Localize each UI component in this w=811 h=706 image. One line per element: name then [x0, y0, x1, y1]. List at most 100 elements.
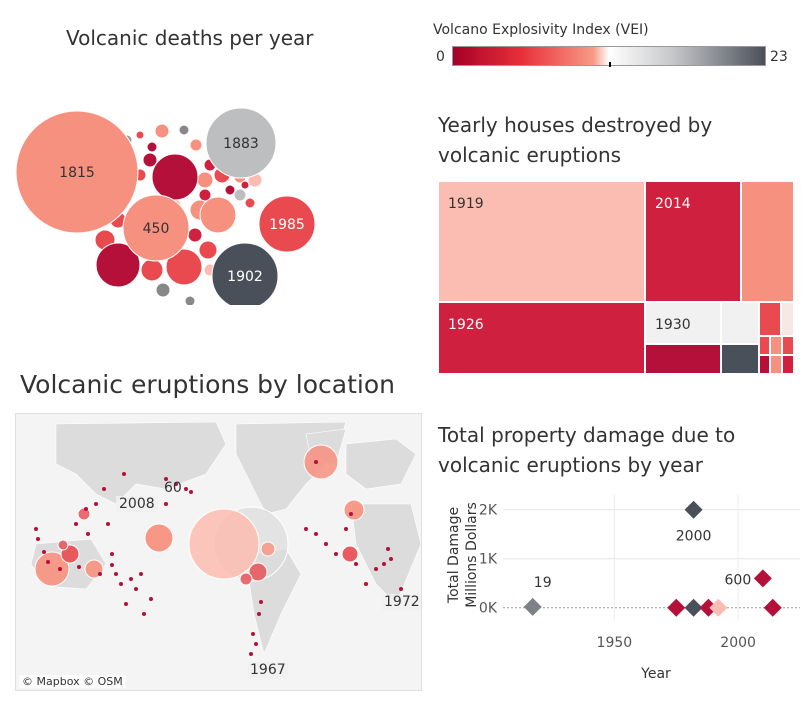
map-bubble[interactable] — [248, 562, 268, 582]
map-dot[interactable] — [251, 632, 255, 636]
map-dot[interactable] — [382, 562, 386, 566]
bubble[interactable] — [155, 282, 171, 298]
scatter-point[interactable] — [763, 598, 782, 617]
bubble[interactable] — [146, 141, 158, 153]
map-dot[interactable] — [124, 602, 128, 606]
treemap-cell[interactable] — [645, 344, 721, 374]
bubble-450[interactable] — [122, 194, 190, 262]
map-dot[interactable] — [314, 460, 318, 464]
bubble[interactable] — [135, 130, 145, 140]
map-dot[interactable] — [84, 507, 88, 511]
treemap-cell[interactable] — [759, 355, 770, 374]
bubble[interactable] — [95, 242, 141, 288]
map-dot[interactable] — [249, 652, 253, 656]
map-bubble[interactable] — [34, 551, 70, 587]
map-dot[interactable] — [122, 472, 126, 476]
bubble[interactable] — [140, 258, 164, 282]
scatter-point[interactable] — [667, 598, 686, 617]
map-dot[interactable] — [389, 557, 393, 561]
bubble-1815[interactable] — [15, 110, 139, 234]
map-dot[interactable] — [98, 572, 102, 576]
map-dot[interactable] — [259, 600, 263, 604]
map-dot[interactable] — [77, 565, 81, 569]
map-dot[interactable] — [354, 562, 358, 566]
map-dot[interactable] — [110, 552, 114, 556]
bubble[interactable] — [165, 248, 203, 286]
map-dot[interactable] — [36, 537, 40, 541]
treemap-cell[interactable] — [782, 355, 794, 374]
map-dot[interactable] — [174, 482, 178, 486]
map-dot[interactable] — [139, 572, 143, 576]
map-dot[interactable] — [374, 567, 378, 571]
map-dot[interactable] — [119, 582, 123, 586]
map-dot[interactable] — [94, 502, 98, 506]
scatter-point[interactable] — [709, 598, 728, 617]
treemap-cell[interactable]: 2014 — [645, 181, 741, 302]
map-dot[interactable] — [42, 550, 46, 554]
map-dot[interactable] — [102, 487, 106, 491]
treemap-cell[interactable] — [770, 336, 782, 355]
treemap-cell[interactable] — [721, 344, 759, 374]
bubble[interactable] — [142, 152, 158, 168]
map-dot[interactable] — [399, 587, 403, 591]
map-dot[interactable] — [189, 490, 193, 494]
map-bubble[interactable] — [341, 545, 359, 563]
map-bubble[interactable] — [57, 539, 69, 551]
treemap-cell[interactable] — [781, 302, 794, 336]
map-dot[interactable] — [34, 527, 38, 531]
bubble-1985[interactable] — [258, 195, 316, 253]
bubble[interactable] — [224, 184, 236, 196]
bubble[interactable] — [187, 227, 203, 243]
treemap-cell[interactable] — [782, 336, 794, 355]
bubble-1883[interactable] — [205, 107, 277, 179]
map-dot[interactable] — [86, 532, 90, 536]
eruptions-map[interactable]: 2008 60 1972 1967 © Mapbox © OSM — [15, 413, 422, 691]
bubble[interactable] — [154, 123, 170, 139]
map-attribution[interactable]: © Mapbox © OSM — [19, 675, 126, 688]
map-dot[interactable] — [142, 612, 146, 616]
bubble[interactable] — [196, 171, 214, 189]
bubble[interactable] — [184, 295, 196, 305]
bubble-1902[interactable] — [211, 242, 279, 305]
map-dot[interactable] — [254, 642, 258, 646]
map-dot[interactable] — [324, 542, 328, 546]
scatter-point[interactable] — [684, 598, 703, 617]
map-dot[interactable] — [184, 487, 188, 491]
map-bubble[interactable] — [77, 507, 91, 521]
treemap-cell[interactable] — [759, 336, 770, 355]
map-dot[interactable] — [364, 582, 368, 586]
map-bubble[interactable] — [239, 572, 253, 586]
scatter-point[interactable] — [684, 500, 703, 519]
bubble[interactable] — [244, 197, 256, 209]
scatter-point[interactable] — [523, 597, 542, 616]
map-bubble[interactable] — [260, 541, 276, 557]
map-bubble[interactable] — [188, 508, 260, 580]
map-dot[interactable] — [134, 587, 138, 591]
map-dot[interactable] — [164, 477, 168, 481]
treemap-cell[interactable] — [770, 355, 782, 374]
map-bubble[interactable] — [343, 499, 365, 521]
treemap-cell[interactable]: 1919 — [438, 181, 645, 302]
bubble[interactable] — [151, 153, 199, 201]
map-dot[interactable] — [304, 527, 308, 531]
map-dot[interactable] — [386, 547, 390, 551]
map-dot[interactable] — [74, 522, 78, 526]
bubble[interactable] — [233, 188, 247, 202]
map-dot[interactable] — [46, 560, 50, 564]
map-bubble[interactable] — [303, 444, 339, 480]
treemap-cell[interactable] — [721, 302, 759, 344]
map-bubble[interactable] — [144, 523, 174, 553]
map-dot[interactable] — [58, 567, 62, 571]
bubble[interactable] — [240, 180, 250, 190]
map-dot[interactable] — [334, 552, 338, 556]
bubble[interactable] — [198, 240, 218, 260]
map-dot[interactable] — [349, 512, 353, 516]
scatter-point[interactable] — [753, 569, 772, 588]
map-dot[interactable] — [314, 532, 318, 536]
map-dot[interactable] — [164, 502, 168, 506]
scatter-point[interactable] — [699, 598, 718, 617]
bubble[interactable] — [199, 196, 237, 234]
bubble[interactable] — [189, 138, 203, 152]
map-dot[interactable] — [106, 522, 110, 526]
treemap-cell[interactable]: 1926 — [438, 302, 645, 374]
